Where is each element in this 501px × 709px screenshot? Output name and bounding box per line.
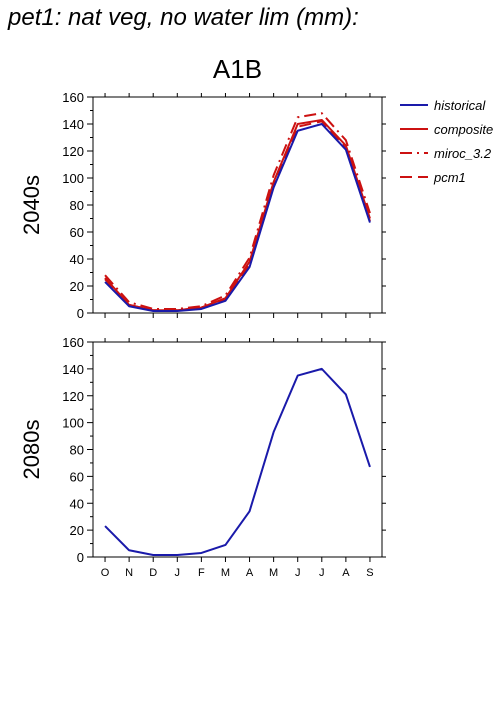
y-tick-label: 80 [70,443,84,458]
chart-panel-2: 0 20 40 60 80 100 120 140 160 O N D J F M A M J J A S 2080s [19,335,386,579]
x-tick-label: A [246,567,254,579]
y-tick-label: 40 [70,496,84,511]
legend-label: historical [434,98,486,113]
x-tick-label: M [269,567,278,579]
y-tick-label: 140 [62,117,84,132]
y-tick-label: 160 [62,90,84,105]
x-tick-label: M [221,567,230,579]
series-line-historical [104,123,371,312]
series-line-miroc-3-2 [104,112,371,310]
y-tick-label: 20 [70,523,84,538]
y-tick-label: 40 [70,252,84,267]
chart-title: A1B [213,54,262,84]
y-tick-label: 140 [62,362,84,377]
series-line-pcm1 [104,120,371,312]
chart-legend: historical composite miroc_3.2 pcm1 [400,98,493,185]
x-tick-label: N [125,567,133,579]
x-tick-label: F [198,567,205,579]
series-line-historical [104,367,371,556]
x-tick-label: J [175,567,181,579]
x-tick-label: D [149,567,157,579]
y-tick-label: 100 [62,416,84,431]
y-tick-label: 120 [62,389,84,404]
y-tick-label: 160 [62,335,84,350]
x-tick-label: J [295,567,301,579]
y-tick-label: 0 [77,550,84,565]
x-tick-label: J [319,567,325,579]
x-tick-label: S [366,567,373,579]
legend-label: miroc_3.2 [434,146,492,161]
y-tick-label: 0 [77,306,84,321]
y-tick-label: 100 [62,171,84,186]
y-axis-label: 2080s [19,420,44,480]
legend-label: composite [434,122,493,137]
y-tick-label: 20 [70,279,84,294]
page-title: pet1: nat veg, no water lim (mm): [8,4,359,31]
y-tick-label: 60 [70,469,84,484]
chart-panel-1: A1B 0 20 40 60 80 100 120 140 160 2040s historical c… [19,54,493,321]
y-tick-label: 60 [70,225,84,240]
legend-label: pcm1 [433,170,466,185]
x-tick-label: A [342,567,350,579]
x-tick-label: O [101,567,110,579]
y-tick-label: 120 [62,144,84,159]
y-tick-label: 80 [70,198,84,213]
y-axis-label: 2040s [19,175,44,235]
plot-frame [92,341,383,558]
